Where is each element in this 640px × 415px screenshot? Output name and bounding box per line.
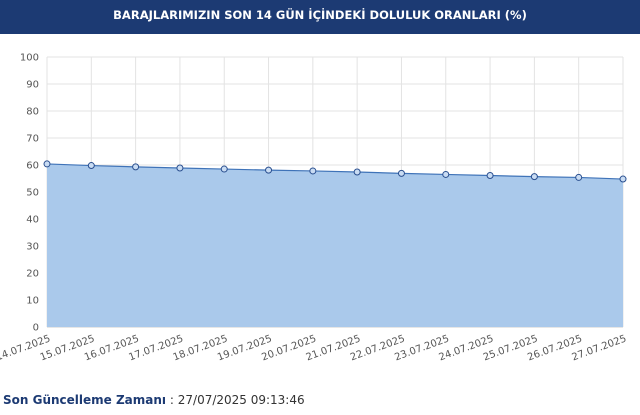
- point: [397, 169, 405, 177]
- y-tick-label: 0: [33, 323, 39, 334]
- point: [575, 173, 583, 181]
- y-tick-label: 40: [26, 215, 39, 226]
- point: [353, 168, 361, 176]
- y-tick-label: 20: [26, 269, 39, 280]
- y-tick-label: 30: [26, 242, 39, 253]
- point: [265, 166, 273, 174]
- chart: 010203040506070809010014.07.202515.07.20…: [0, 53, 628, 364]
- y-tick-label: 50: [26, 188, 39, 199]
- chart-title: BARAJLARIMIZIN SON 14 GÜN İÇİNDEKİ DOLUL…: [0, 0, 640, 34]
- y-tick-label: 70: [26, 134, 39, 145]
- point: [309, 167, 317, 175]
- point: [43, 160, 51, 168]
- point: [530, 173, 538, 181]
- point: [87, 162, 95, 170]
- y-tick-label: 100: [20, 53, 39, 64]
- y-tick-label: 80: [26, 107, 39, 118]
- point: [486, 172, 494, 180]
- point: [220, 165, 228, 173]
- area: [47, 163, 623, 327]
- update-time: Son Güncelleme Zamanı : 27/07/2025 09:13…: [3, 393, 305, 407]
- point: [176, 164, 184, 172]
- point: [442, 170, 450, 178]
- point: [619, 175, 627, 183]
- y-tick-label: 90: [26, 80, 39, 91]
- y-tick-label: 60: [26, 161, 39, 172]
- line: [46, 163, 624, 180]
- update-label: Son Güncelleme Zamanı: [3, 393, 167, 407]
- y-tick-label: 10: [26, 296, 39, 307]
- update-value: 27/07/2025 09:13:46: [177, 393, 305, 407]
- point: [132, 163, 140, 171]
- separator: :: [169, 393, 174, 407]
